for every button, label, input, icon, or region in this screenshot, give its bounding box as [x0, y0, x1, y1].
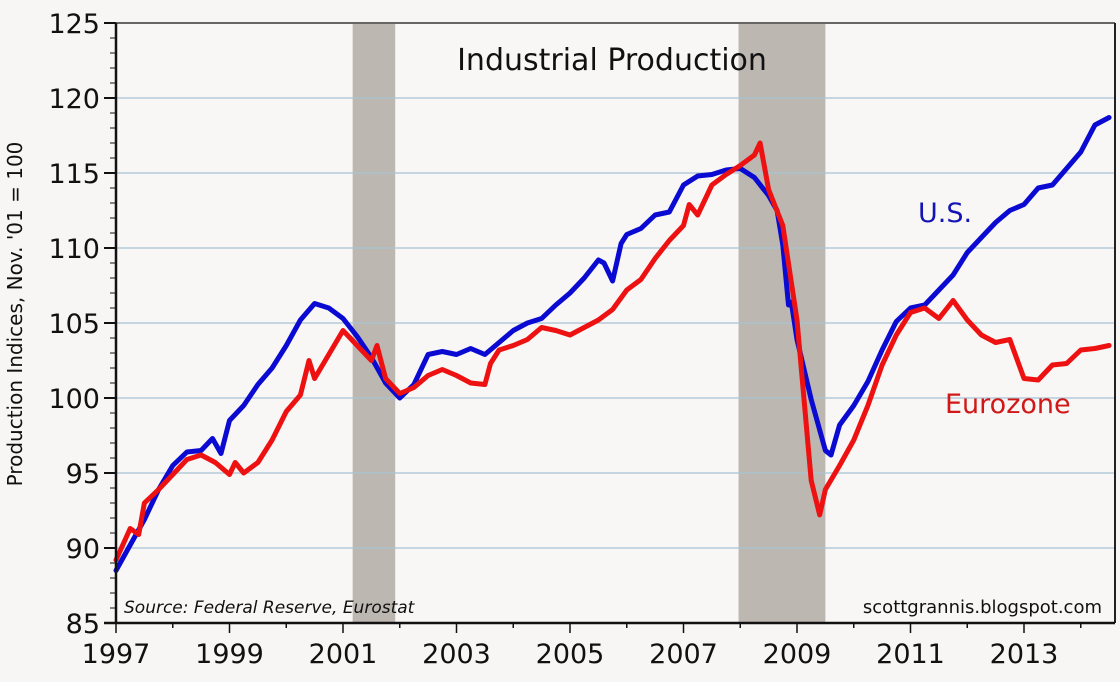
- y-tick-label: 110: [48, 234, 100, 265]
- chart-title: Industrial Production: [457, 43, 767, 78]
- y-tick-label: 105: [48, 309, 100, 340]
- x-tick-label: 1999: [195, 639, 264, 670]
- y-tick-label: 115: [48, 159, 100, 190]
- x-tick-label: 1997: [82, 639, 151, 670]
- y-tick-labels: 85 90 95 100 105 110 115 120 125: [48, 9, 100, 640]
- x-tick-label: 2007: [649, 639, 718, 670]
- x-tick-label: 2009: [763, 639, 832, 670]
- y-tick-label: 95: [66, 459, 100, 490]
- source-note: Source: Federal Reserve, Eurostat: [124, 598, 416, 618]
- axes: [104, 22, 1116, 633]
- series-label-eurozone: Eurozone: [945, 389, 1071, 420]
- x-tick-labels: 1997 1999 2001 2003 2005 2007 2009 2011 2013: [82, 639, 1059, 670]
- x-tick-label: 2013: [990, 639, 1059, 670]
- series-lines: [113, 115, 1112, 573]
- y-tick-label: 120: [48, 84, 100, 115]
- credit-note: scottgrannis.blogspot.com: [863, 597, 1102, 618]
- y-tick-label: 125: [48, 9, 100, 40]
- x-tick-label: 2005: [536, 639, 605, 670]
- series-line-us: [113, 115, 1112, 573]
- x-tick-label: 2001: [309, 639, 378, 670]
- y-tick-label: 100: [48, 384, 100, 415]
- series-label-us: U.S.: [918, 198, 972, 229]
- y-tick-label: 85: [66, 609, 100, 640]
- y-tick-label: 90: [66, 534, 100, 565]
- gridlines: [116, 97, 1115, 549]
- y-axis-label: Production Indices, Nov. '01 = 100: [3, 142, 27, 487]
- series-line-eurozone: [113, 140, 1112, 563]
- x-tick-label: 2003: [422, 639, 491, 670]
- x-tick-label: 2011: [876, 639, 945, 670]
